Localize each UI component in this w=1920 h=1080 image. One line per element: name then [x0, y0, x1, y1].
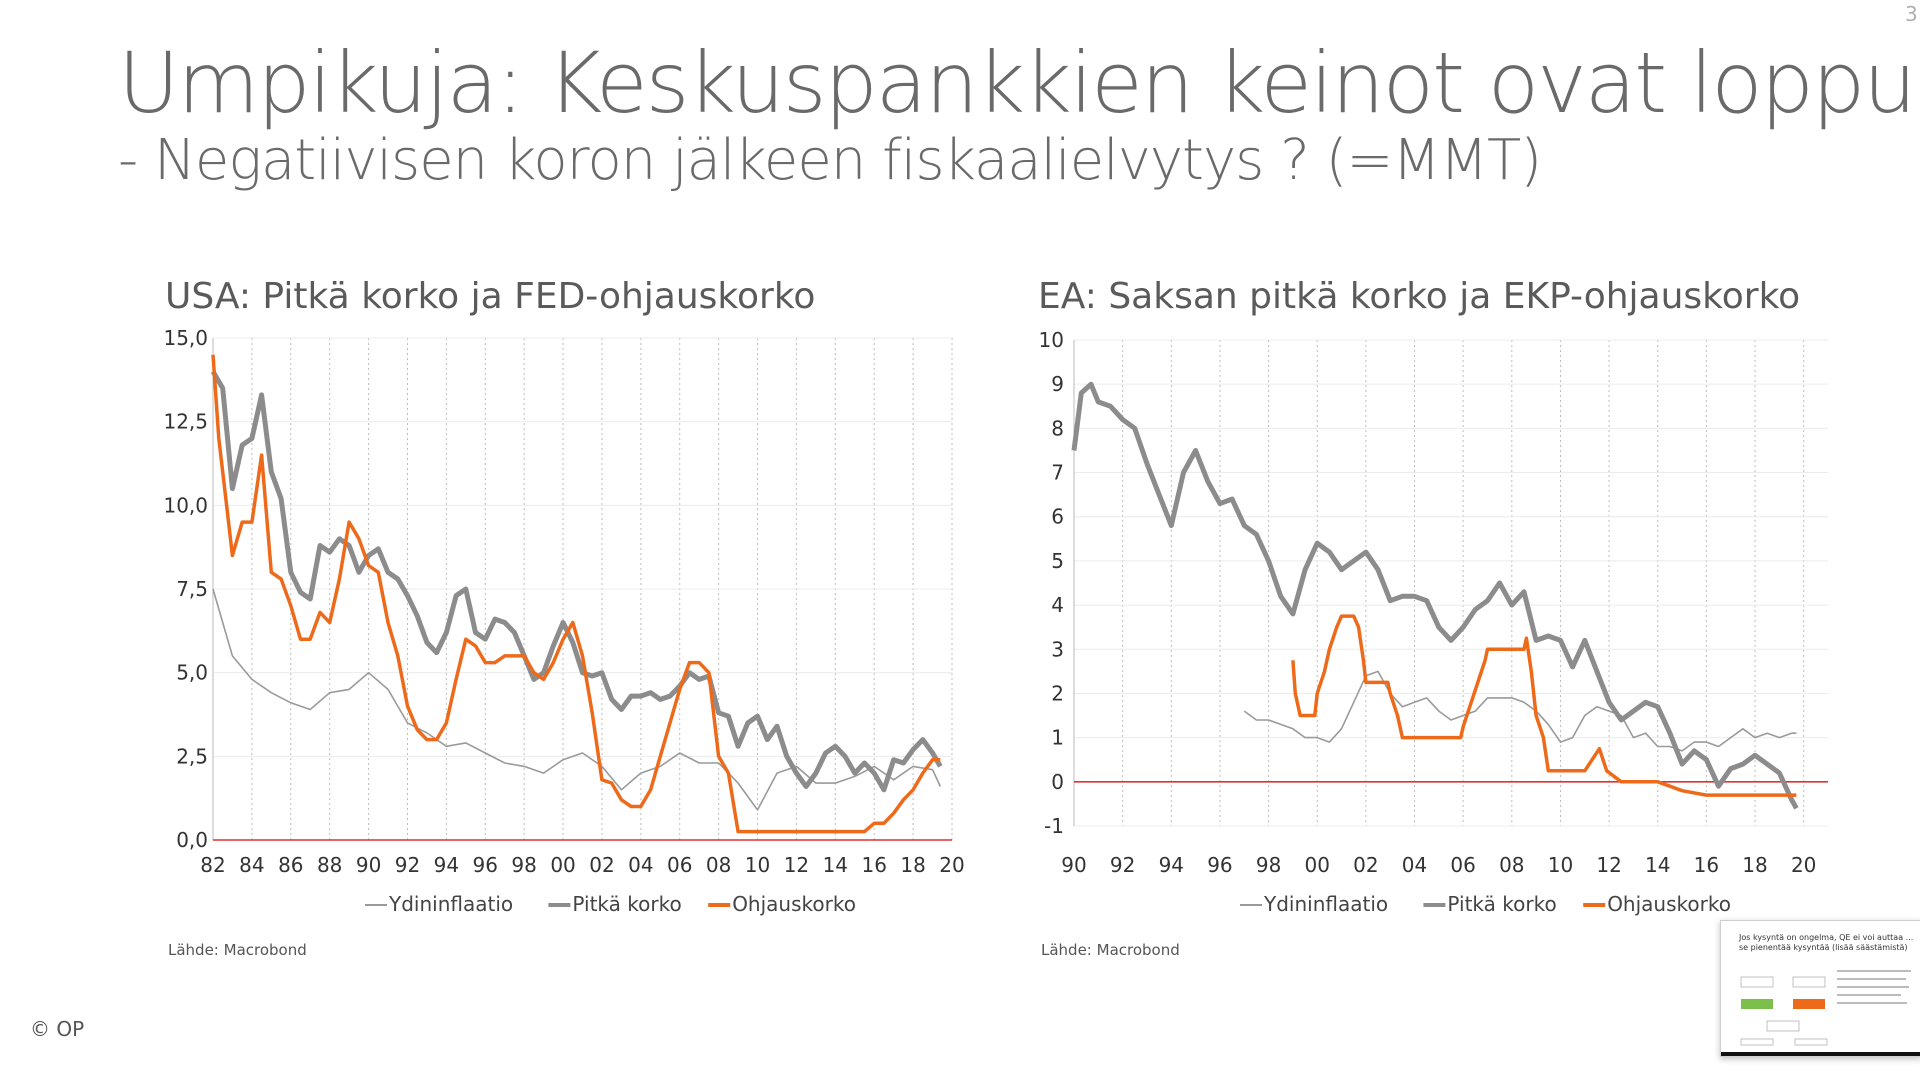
ea-legend-label: Ohjauskorko — [1607, 892, 1731, 916]
ea-ytick-label: 0 — [1051, 770, 1064, 794]
thumbnail-diagram — [1740, 970, 1911, 1046]
usa-legend-label: Ydininflaatio — [388, 892, 513, 916]
usa-series-core_inflation — [212, 588, 942, 811]
ea-xtick-label: 14 — [1645, 853, 1670, 877]
thumbnail-title: Jos kysyntä on ongelma, QE ei voi auttaa… — [1739, 933, 1914, 952]
usa-xtick-label: 10 — [745, 853, 770, 877]
ea-ytick-label: 5 — [1051, 549, 1064, 573]
ea-source: Lähde: Macrobond — [1041, 941, 1180, 959]
ea-xtick-label: 02 — [1353, 853, 1378, 877]
page-number: 3 — [1905, 2, 1918, 26]
usa-legend-label: Pitkä korko — [572, 892, 681, 916]
ea-xtick-label: 04 — [1402, 853, 1427, 877]
ea-ytick-label: 2 — [1051, 681, 1064, 705]
usa-xtick-label: 94 — [434, 853, 459, 877]
ea-xtick-label: 94 — [1159, 853, 1184, 877]
usa-ytick-label: 2,5 — [176, 744, 208, 768]
usa-ytick-label: 0,0 — [176, 828, 208, 852]
usa-legend-label: Ohjauskorko — [732, 892, 856, 916]
ea-ytick-label: 1 — [1051, 726, 1064, 750]
thumbnail-bar — [1721, 1052, 1920, 1056]
usa-xtick-label: 98 — [511, 853, 536, 877]
ea-series-policy_rate — [1291, 614, 1797, 797]
ea-xtick-label: 06 — [1450, 853, 1475, 877]
usa-xtick-label: 14 — [823, 853, 848, 877]
ea-ytick-label: 9 — [1051, 372, 1064, 396]
usa-xtick-label: 16 — [861, 853, 886, 877]
ea-ytick-label: 4 — [1051, 593, 1064, 617]
usa-source: Lähde: Macrobond — [168, 941, 307, 959]
ea-series-core_inflation — [1243, 670, 1797, 752]
usa-series-long_rate — [210, 370, 943, 793]
usa-xtick-label: 90 — [356, 853, 381, 877]
ea-ytick-label: 3 — [1051, 637, 1064, 661]
ea-xtick-label: 20 — [1791, 853, 1816, 877]
ea-series-long_rate — [1071, 381, 1799, 810]
ea-legend-label: Ydininflaatio — [1263, 892, 1388, 916]
ea-legend-label: Pitkä korko — [1447, 892, 1556, 916]
ea-ytick-label: 8 — [1051, 416, 1064, 440]
usa-xtick-label: 82 — [200, 853, 225, 877]
usa-xtick-label: 12 — [784, 853, 809, 877]
ea-xtick-label: 98 — [1256, 853, 1281, 877]
ea-xtick-label: 08 — [1499, 853, 1524, 877]
usa-xtick-label: 96 — [473, 853, 498, 877]
ea-chart-title: EA: Saksan pitkä korko ja EKP-ohjauskork… — [1038, 276, 1801, 317]
usa-chart-title: USA: Pitkä korko ja FED-ohjauskorko — [165, 276, 816, 317]
ea-xtick-label: 16 — [1694, 853, 1719, 877]
ea-xtick-label: 18 — [1742, 853, 1767, 877]
usa-xtick-label: 20 — [939, 853, 964, 877]
usa-xtick-label: 18 — [900, 853, 925, 877]
usa-ytick-label: 5,0 — [176, 661, 208, 685]
usa-ytick-label: 12,5 — [163, 410, 208, 434]
ea-ytick-label: 7 — [1051, 461, 1064, 485]
usa-xtick-label: 88 — [317, 853, 342, 877]
ea-xtick-label: 96 — [1207, 853, 1232, 877]
ea-xtick-label: 10 — [1548, 853, 1573, 877]
usa-ytick-label: 10,0 — [163, 493, 208, 517]
usa-xtick-label: 08 — [706, 853, 731, 877]
ea-ytick-label: -1 — [1044, 814, 1064, 838]
usa-xtick-label: 86 — [278, 853, 303, 877]
usa-series-policy_rate — [211, 354, 941, 834]
ea-xtick-label: 92 — [1110, 853, 1135, 877]
usa-ytick-label: 15,0 — [163, 326, 208, 350]
copyright: © OP — [30, 1017, 85, 1041]
ea-ytick-label: 6 — [1051, 505, 1064, 529]
usa-xtick-label: 06 — [667, 853, 692, 877]
ea-xtick-label: 00 — [1304, 853, 1329, 877]
usa-xtick-label: 00 — [550, 853, 575, 877]
ea-xtick-label: 90 — [1061, 853, 1086, 877]
slide-subtitle: - Negatiivisen koron jälkeen fiskaalielv… — [118, 128, 1542, 193]
usa-xtick-label: 92 — [395, 853, 420, 877]
usa-ytick-label: 7,5 — [176, 577, 208, 601]
ea-ytick-label: 10 — [1039, 328, 1064, 352]
usa-xtick-label: 02 — [589, 853, 614, 877]
slide-thumbnail[interactable]: Jos kysyntä on ongelma, QE ei voi auttaa… — [1720, 920, 1920, 1057]
usa-xtick-label: 04 — [628, 853, 653, 877]
slide-title: Umpikuja: Keskuspankkien keinot ovat lop… — [118, 34, 1917, 132]
usa-xtick-label: 84 — [239, 853, 264, 877]
ea-xtick-label: 12 — [1596, 853, 1621, 877]
